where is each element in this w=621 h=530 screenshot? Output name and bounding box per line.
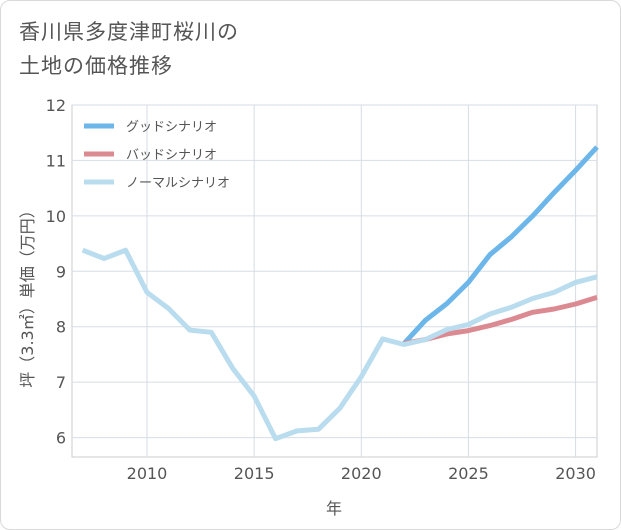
y-axis-label: 坪（3.3㎡）単価（万円）	[18, 202, 37, 387]
y-tick-label: 11	[46, 151, 66, 170]
x-tick-label: 2015	[234, 464, 275, 483]
chart-title-line-2: 土地の価格推移	[19, 54, 173, 78]
y-tick-label: 8	[56, 318, 66, 337]
series-line-2	[81, 247, 598, 442]
legend-label: ノーマルシナリオ	[126, 176, 230, 191]
x-tick-label: 2010	[127, 464, 168, 483]
series-line-0	[402, 145, 599, 346]
y-tick-label: 9	[56, 262, 66, 281]
y-tick-label: 10	[46, 207, 66, 226]
y-tick-label: 7	[56, 373, 66, 392]
x-axis-label: 年	[326, 499, 342, 518]
plot-area	[71, 104, 598, 458]
series-lines	[81, 145, 599, 442]
y-tick-label: 6	[56, 429, 66, 448]
x-tick-label: 2030	[555, 464, 596, 483]
chart-title-line-1: 香川県多度津町桜川の	[19, 20, 239, 44]
x-tick-labels: 2010 2015 2020 2025 2030	[127, 464, 596, 483]
legend-label: バッドシナリオ	[126, 148, 217, 163]
x-tick-label: 2025	[448, 464, 489, 483]
legend-label: グッドシナリオ	[126, 120, 217, 135]
chart-title: 香川県多度津町桜川の 土地の価格推移	[19, 15, 239, 83]
y-tick-label: 12	[46, 96, 66, 115]
x-tick-label: 2020	[341, 464, 382, 483]
y-tick-labels: 6 7 8 9 10 11 12	[46, 96, 66, 448]
